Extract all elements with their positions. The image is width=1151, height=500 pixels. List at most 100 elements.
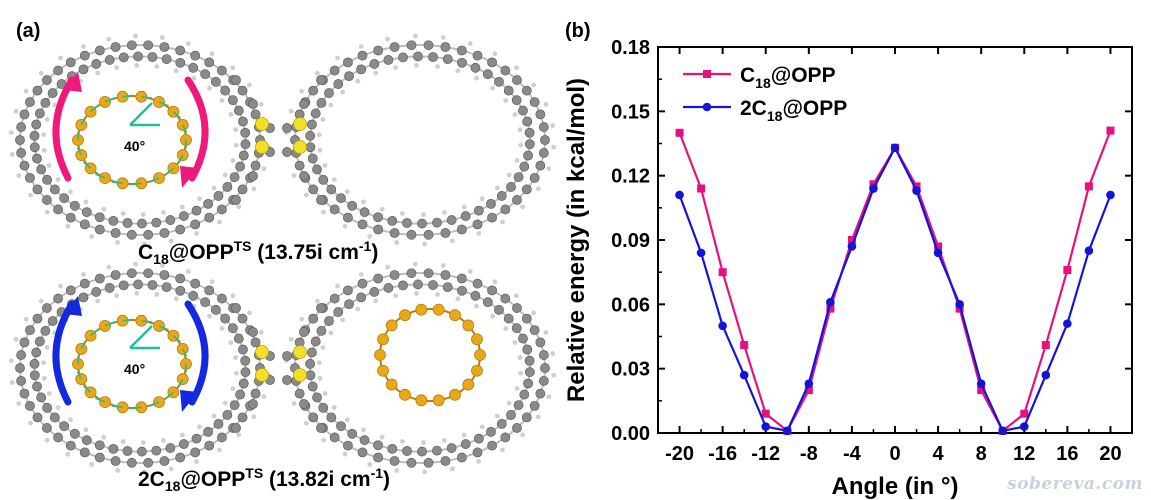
opp-carbon-atom xyxy=(423,457,434,468)
opp-carbon-atom xyxy=(329,432,340,443)
opp-carbon-atom xyxy=(428,280,438,290)
opp-hydrogen-atom xyxy=(303,192,309,198)
y-tick-label: 0.06 xyxy=(611,294,650,316)
opp-carbon-atom xyxy=(383,55,394,65)
c18-atom xyxy=(385,319,398,332)
opp-hydrogen-atom xyxy=(479,424,485,430)
opp-hydrogen-atom xyxy=(207,85,212,91)
opp-carbon-atom xyxy=(122,218,133,228)
series-2-point xyxy=(955,300,964,309)
opp-carbon-atom xyxy=(486,426,496,437)
opp-carbon-atom xyxy=(31,347,42,358)
opp-carbon-atom xyxy=(238,378,249,389)
opp-carbon-atom xyxy=(108,215,119,226)
legend-marker-1 xyxy=(703,70,711,78)
opp-carbon-atom xyxy=(79,447,90,458)
opp-carbon-atom xyxy=(159,228,170,238)
opp-carbon-atom xyxy=(126,457,137,468)
opp-hydrogen-atom xyxy=(288,336,294,342)
opp-hydrogen-atom xyxy=(8,358,14,364)
vibration-vector xyxy=(104,321,115,327)
opp-carbon-atom xyxy=(506,182,516,192)
opp-hydrogen-atom xyxy=(342,223,348,229)
opp-carbon-atom xyxy=(318,402,329,413)
opp-carbon-atom xyxy=(143,229,154,240)
opp-carbon-atom xyxy=(529,400,540,411)
c18-atom xyxy=(471,364,483,377)
opp-hydrogen-atom xyxy=(115,240,120,245)
opp-carbon-atom xyxy=(442,54,453,65)
c18-atom xyxy=(399,309,411,322)
opp-hydrogen-atom xyxy=(317,375,323,381)
opp-bridge-atom xyxy=(248,327,258,337)
opp-hydrogen-atom xyxy=(233,142,239,148)
opp-carbon-atom xyxy=(147,280,158,290)
opp-hydrogen-atom xyxy=(228,340,234,345)
opp-bridge-atom xyxy=(231,195,241,205)
opp-hydrogen-atom xyxy=(44,117,50,122)
opp-carbon-atom xyxy=(456,224,467,235)
opp-hydrogen-atom xyxy=(83,199,89,205)
series-2-point xyxy=(847,242,857,251)
opp-hydrogen-atom xyxy=(114,65,120,71)
x-tick-label: 12 xyxy=(1013,443,1035,465)
opp-hydrogen-atom xyxy=(228,112,234,117)
opp-carbon-atom xyxy=(220,313,231,324)
panel-a: (a) 40° 40° C18@OPPTS (13.75i cm-1) 2C18… xyxy=(0,0,560,500)
opp-carbon-atom xyxy=(343,285,353,296)
opp-carbon-atom xyxy=(213,419,224,429)
opp-hydrogen-atom xyxy=(535,414,541,420)
opp-carbon-atom xyxy=(16,148,27,158)
opp-hydrogen-atom xyxy=(474,303,479,309)
opp-hydrogen-atom xyxy=(291,401,297,406)
opp-bridge-atom xyxy=(282,123,292,133)
opp-hydrogen-atom xyxy=(134,291,140,296)
series-1-point xyxy=(1041,341,1050,350)
opp-carbon-atom xyxy=(512,75,522,85)
y-tick-label: 0.18 xyxy=(611,37,650,59)
opp-hydrogen-atom xyxy=(393,293,398,299)
opp-carbon-atom xyxy=(240,127,251,138)
opp-carbon-atom xyxy=(32,412,43,423)
opp-carbon-atom xyxy=(423,40,434,51)
c18-atom xyxy=(462,378,475,391)
opp-hydrogen-atom xyxy=(314,298,320,304)
series-2-point xyxy=(696,248,706,258)
opp-hydrogen-atom xyxy=(531,82,537,88)
opp-carbon-atom xyxy=(29,370,40,381)
opp-carbon-atom xyxy=(227,95,238,106)
opp-carbon-atom xyxy=(417,218,427,229)
opp-carbon-atom xyxy=(383,283,394,293)
opp-carbon-atom xyxy=(456,452,467,463)
opp-bridge-atom xyxy=(231,75,241,85)
opp-carbon-atom xyxy=(210,76,221,87)
opp-hydrogen-atom xyxy=(520,204,526,210)
opp-carbon-atom xyxy=(535,160,546,171)
opp-carbon-atom xyxy=(94,440,105,451)
opp-bridge-atom xyxy=(299,399,309,409)
x-tick-label: 20 xyxy=(1099,443,1121,465)
c18-atom xyxy=(377,333,389,346)
opp-carbon-atom xyxy=(178,439,189,449)
opp-carbon-atom xyxy=(472,278,483,289)
opp-carbon-atom xyxy=(347,428,358,439)
opp-hydrogen-atom xyxy=(101,434,107,440)
opp-hydrogen-atom xyxy=(179,432,185,438)
opp-carbon-atom xyxy=(16,122,27,132)
opp-carbon-atom xyxy=(47,88,58,98)
opp-hydrogen-atom xyxy=(168,466,174,472)
c18-atom xyxy=(471,333,483,346)
opp-carbon-atom xyxy=(535,388,546,399)
plot-frame xyxy=(657,46,1133,434)
opp-hydrogen-atom xyxy=(89,234,95,239)
opp-hydrogen-atom xyxy=(518,370,524,376)
opp-hydrogen-atom xyxy=(191,75,197,81)
caption-top-mid: @OPP xyxy=(168,241,234,264)
opp-carbon-atom xyxy=(521,85,532,96)
opp-carbon-atom xyxy=(494,304,504,315)
opp-carbon-atom xyxy=(318,174,329,185)
opp-carbon-atom xyxy=(540,363,550,373)
opp-carbon-atom xyxy=(203,426,214,437)
opp-hydrogen-atom xyxy=(331,405,337,410)
opp-carbon-atom xyxy=(217,432,227,443)
